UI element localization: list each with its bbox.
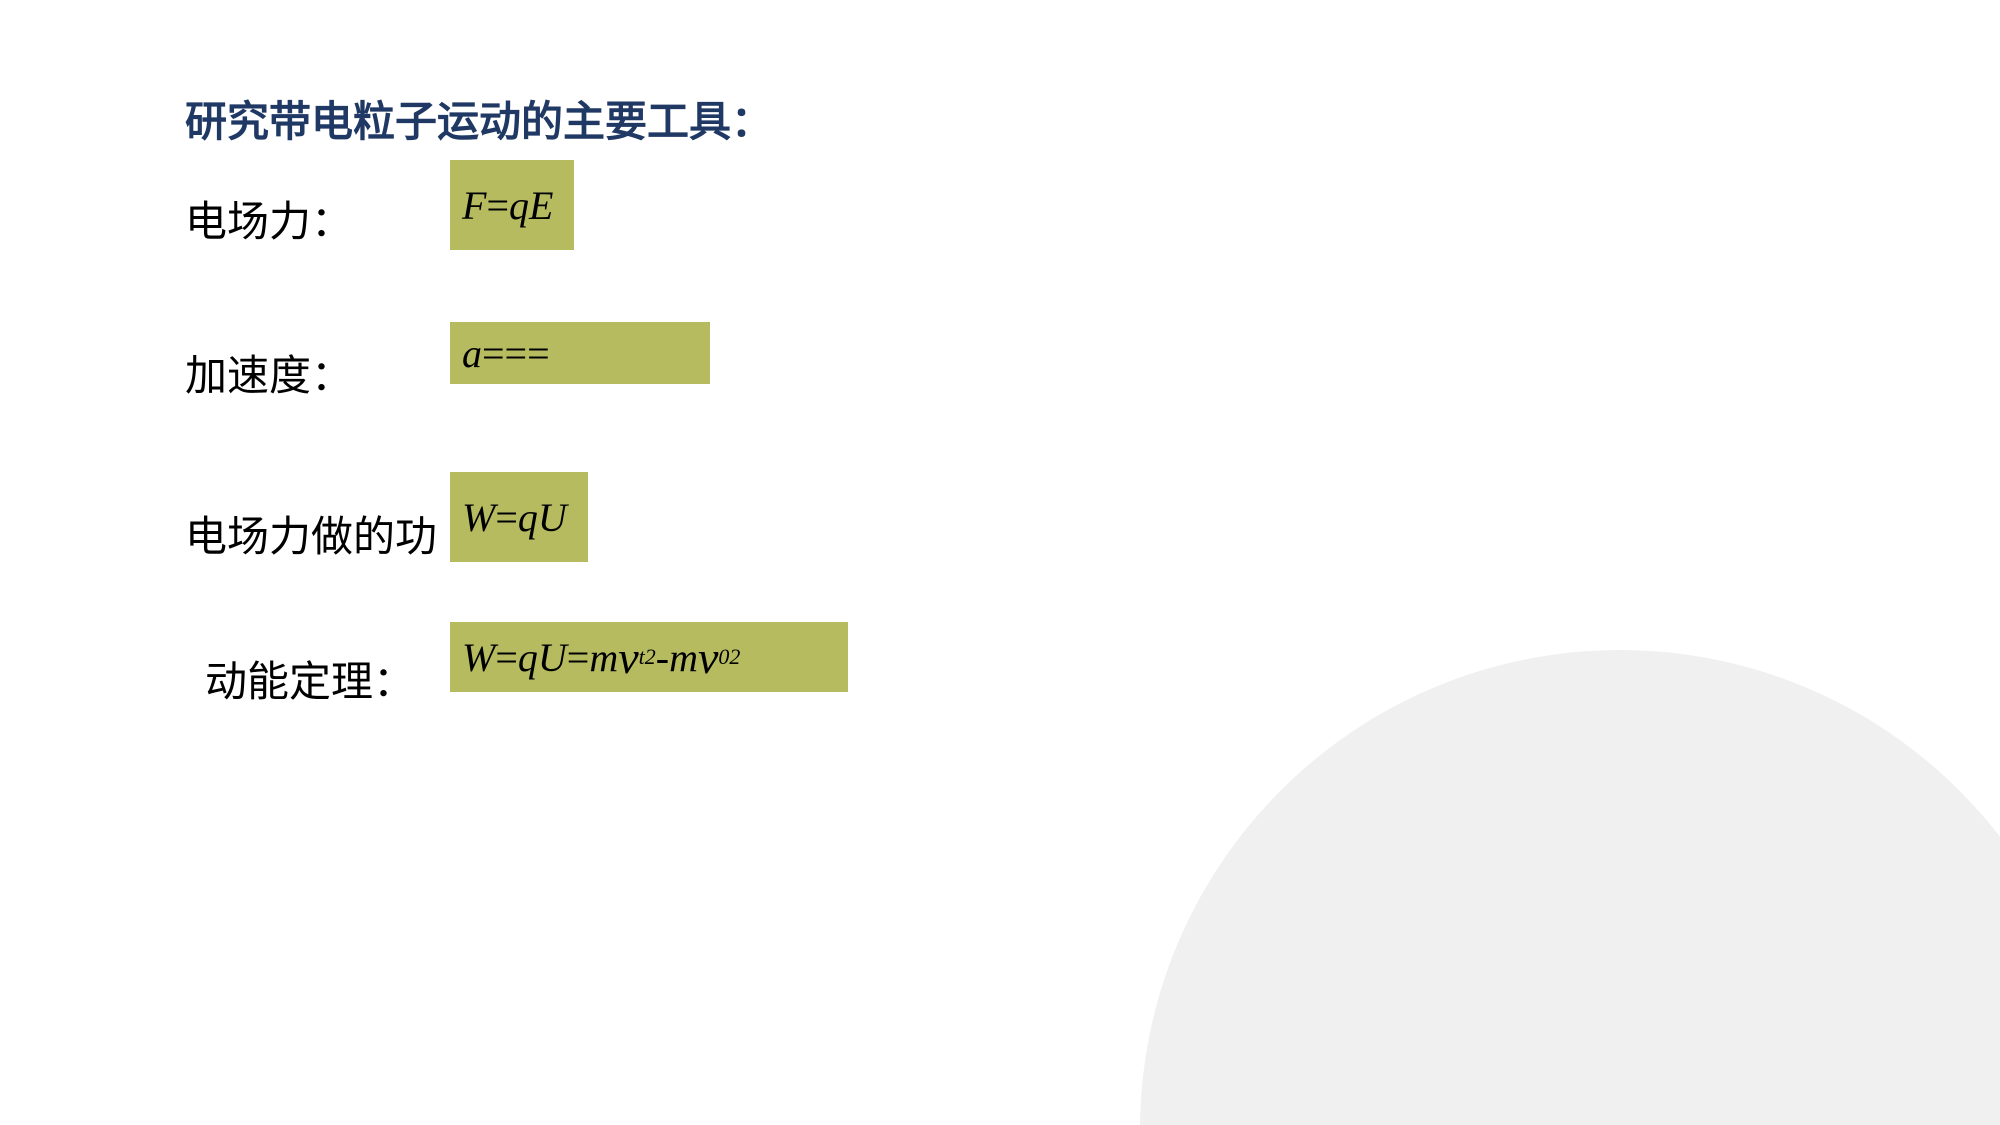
row-label: 电场力： — [185, 188, 353, 249]
row-label: 电场力做的功 — [185, 503, 437, 564]
formula-box: a=== — [450, 322, 710, 384]
formula-box: W=qU — [450, 472, 588, 562]
row-label: 加速度： — [185, 342, 353, 403]
decor-circle — [1140, 650, 2000, 1125]
slide-title: 研究带电粒子运动的主要工具： — [185, 88, 773, 149]
row-label: 动能定理： — [205, 648, 415, 709]
formula-box: F=qE — [450, 160, 574, 250]
formula-box: W=qU=mvt2-mv02 — [450, 622, 848, 692]
slide: { "canvas": { "width": 2000, "height": 1… — [0, 0, 2000, 1125]
